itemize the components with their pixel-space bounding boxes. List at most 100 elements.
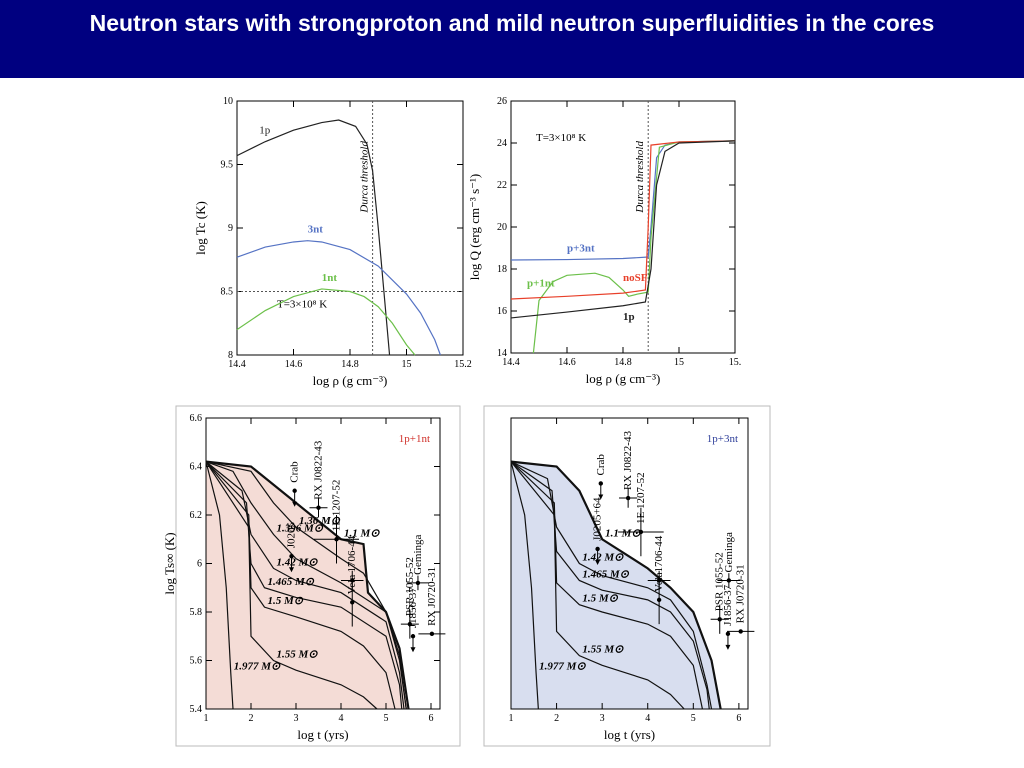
curve: [510, 461, 539, 710]
panel-frame: [483, 405, 771, 747]
series-label: 1.42 M⊙: [582, 552, 624, 564]
curve: [510, 140, 736, 319]
y-tick-label: 6.6: [190, 413, 203, 424]
curve: [236, 119, 391, 356]
x-axis-label: log ρ (g cm⁻³): [313, 373, 388, 388]
observation-label: Vela: [346, 575, 358, 595]
y-tick-label: 22: [497, 180, 507, 191]
observation: [638, 529, 644, 535]
curve: [510, 461, 713, 710]
observation: [316, 505, 321, 510]
y-tick-label: 14: [497, 348, 507, 359]
shaded-region: [206, 461, 409, 709]
annotation: 1p+3nt: [707, 433, 738, 445]
x-tick-label: 5: [691, 713, 696, 724]
observation-label: RX J0822-43: [622, 431, 634, 490]
curve: [510, 140, 736, 300]
x-tick-label: 14.8: [341, 359, 359, 370]
series-label: 1.977 M⊙: [234, 661, 281, 673]
curve: [510, 461, 685, 710]
curve: [205, 461, 378, 710]
observation-label: J0205: [286, 521, 298, 548]
series-label: p+1nt: [527, 278, 555, 290]
y-axis-label: log Tc (K): [193, 201, 208, 255]
series-label: 1.55 M⊙: [582, 644, 624, 656]
observation: [726, 578, 732, 583]
observation: [725, 631, 731, 637]
x-tick-label: 14.6: [285, 359, 303, 370]
series-label: 1p: [259, 125, 271, 137]
curve: [510, 460, 722, 710]
series-label: 1.465 M⊙: [582, 568, 629, 580]
y-axis-label: log Q (erg cm⁻³ s⁻¹): [467, 174, 482, 280]
observation: [415, 580, 421, 586]
observation-label: RX J0822-43: [313, 440, 325, 499]
y-tick-label: 20: [497, 222, 507, 233]
series-label: 1.36 M⊙: [299, 515, 341, 527]
upper-limit-arrow: [725, 644, 731, 650]
curve: [205, 461, 234, 710]
x-tick-label: 4: [645, 713, 650, 724]
upper-limit-arrow: [289, 567, 294, 573]
plot-frame: [510, 417, 749, 710]
observation: [334, 537, 339, 542]
observation-label: Geminga: [412, 534, 424, 574]
y-axis-label: log Ts∞ (K): [162, 532, 177, 594]
shaded-region: [511, 461, 721, 709]
y-tick-label: 26: [497, 96, 507, 107]
observation-label: Crab: [595, 454, 607, 476]
curve: [236, 240, 441, 356]
x-tick-label: 4: [339, 713, 344, 724]
slide-title: Neutron stars with strongproton and mild…: [0, 0, 1024, 78]
x-tick-label: 3: [600, 713, 605, 724]
y-tick-label: 9.5: [221, 160, 234, 171]
y-tick-label: 24: [497, 138, 507, 149]
x-tick-label: 15.: [729, 357, 742, 368]
x-tick-label: 15: [674, 357, 684, 368]
x-tick-label: 15: [402, 359, 412, 370]
curve: [205, 461, 403, 710]
observation-label: 1E 1207-52: [331, 480, 343, 532]
observation: [289, 554, 294, 559]
series-label: 1.465 M⊙: [268, 576, 315, 588]
reference-label: T=3×10⁸ K: [277, 299, 327, 311]
curve: [236, 288, 416, 356]
observation: [625, 495, 631, 501]
observation-label: Vela: [653, 572, 665, 592]
curve: [510, 140, 736, 261]
series-label: 1.5 M⊙: [268, 595, 304, 607]
upper-limit-arrow: [410, 647, 416, 653]
observation-label: Crab: [289, 461, 301, 483]
series-label: noSF: [623, 272, 648, 284]
observation-label: 1E 1207-52: [635, 472, 647, 524]
curve: [205, 460, 410, 710]
panel-frame: [175, 405, 461, 747]
y-tick-label: 6.2: [190, 510, 203, 521]
observation-label: PSR 1055-52: [404, 557, 416, 616]
curve: [205, 461, 405, 710]
series-label: 1.55 M⊙: [277, 649, 319, 661]
x-tick-label: 14.6: [558, 357, 576, 368]
x-axis-label: log ρ (g cm⁻³): [586, 371, 661, 386]
annotation: T=3×10⁸ K: [536, 132, 586, 144]
observation: [656, 597, 662, 603]
observation-label: J1856-37: [722, 584, 734, 625]
observation: [595, 546, 600, 552]
reference-label: Durca threshold: [359, 141, 371, 214]
observation: [738, 629, 743, 634]
series-label: 1p: [623, 311, 635, 323]
observation-label: Geminga: [723, 532, 735, 572]
x-tick-label: 6: [429, 713, 434, 724]
series-label: 1.977 M⊙: [539, 661, 586, 673]
curve: [205, 461, 407, 710]
series-label: 1.1 M⊙: [344, 527, 380, 539]
observation: [350, 600, 355, 605]
y-tick-label: 5.4: [190, 704, 203, 715]
observation: [717, 617, 722, 622]
y-tick-label: 6: [197, 559, 202, 570]
y-tick-label: 6.4: [190, 462, 203, 473]
series-label: 3nt: [308, 224, 324, 236]
series-label: 1.1 M⊙: [605, 527, 641, 539]
